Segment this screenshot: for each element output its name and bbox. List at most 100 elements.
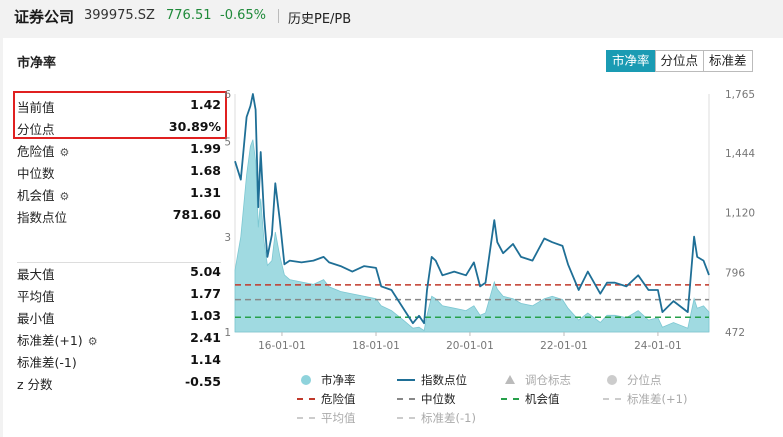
stat-label: 指数点位 — [17, 210, 68, 225]
stat-label: 标准差(+1) ⚙ — [17, 330, 98, 349]
right-tick-label: 1,765 — [725, 89, 755, 101]
stat-value: 5.04 — [190, 264, 221, 279]
legend-label: 标准差(-1) — [421, 411, 476, 425]
legend-dash-icon — [297, 413, 315, 423]
stat-divider — [17, 262, 221, 263]
legend-dash-icon — [501, 394, 519, 404]
stat-label: 当前值 — [17, 100, 55, 115]
stat-label: 危险值 ⚙ — [17, 141, 69, 160]
stat-current: 当前值 1.42 — [17, 95, 221, 115]
stat-label: 机会值 ⚙ — [17, 185, 69, 204]
left-tick-label: 6 — [224, 89, 231, 101]
stat-label: 平均值 — [17, 289, 55, 304]
legend-label: 危险值 — [321, 392, 356, 406]
stat-max: 最大值 5.04 — [17, 262, 221, 282]
x-tick-label: 20-01-01 — [446, 340, 494, 352]
x-tick-label: 22-01-01 — [540, 340, 588, 352]
stat-value: -0.55 — [184, 374, 221, 389]
stat-std-minus: 标准差(-1) 1.14 — [17, 350, 221, 370]
stat-index: 指数点位 781.60 — [17, 205, 221, 225]
valuation-card: 市净率 市净率 分位点 标准差 当前值 1.42 分位点 30.89% 危险值 ⚙… — [3, 38, 783, 437]
legend-adjust[interactable]: 调仓标志 — [501, 372, 571, 388]
stat-value: 30.89% — [168, 119, 221, 134]
x-tick-label: 16-01-01 — [258, 340, 306, 352]
triangle-icon — [501, 375, 519, 385]
legend-dash-icon — [297, 394, 315, 404]
x-tick-label: 24-01-01 — [634, 340, 682, 352]
stat-median: 中位数 1.68 — [17, 161, 221, 181]
tab-pb[interactable]: 市净率 — [606, 50, 656, 72]
legend-percentile[interactable]: 分位点 — [603, 372, 662, 388]
stat-label-text: 标准差(+1) — [17, 333, 83, 348]
tab-percentile[interactable]: 分位点 — [654, 50, 705, 72]
tab-std[interactable]: 标准差 — [703, 50, 753, 72]
right-tick-label: 472 — [725, 327, 745, 339]
pb-area-series — [234, 139, 710, 333]
index-line-series — [234, 93, 710, 325]
legend-label: 分位点 — [627, 373, 662, 387]
legend-dot-icon — [297, 375, 315, 385]
right-tick-label: 1,444 — [725, 148, 755, 160]
stat-label: 最大值 — [17, 267, 55, 282]
legend-pb[interactable]: 市净率 — [297, 372, 356, 388]
stat-value: 1.14 — [190, 352, 221, 367]
left-tick-label: 5 — [224, 137, 231, 149]
legend-std-minus[interactable]: 标准差(-1) — [397, 410, 476, 426]
index-code: 399975.SZ — [84, 8, 155, 23]
legend-label: 市净率 — [321, 373, 356, 387]
metric-tabs: 市净率 分位点 标准差 — [606, 50, 753, 72]
stat-value: 2.41 — [190, 330, 221, 345]
legend-chance[interactable]: 机会值 — [501, 391, 560, 407]
stat-label-text: 危险值 — [17, 144, 55, 159]
stat-value: 1.99 — [190, 141, 221, 156]
stat-label: z 分数 — [17, 377, 53, 392]
legend-index[interactable]: 指数点位 — [397, 372, 467, 388]
legend-dot-icon — [603, 375, 621, 385]
right-tick-label: 796 — [725, 267, 745, 279]
legend-median[interactable]: 中位数 — [397, 391, 456, 407]
stat-value: 781.60 — [172, 207, 221, 222]
gear-icon[interactable]: ⚙ — [59, 146, 70, 159]
stat-value: 1.31 — [190, 185, 221, 200]
stat-avg: 平均值 1.77 — [17, 284, 221, 304]
legend-dash-icon — [603, 394, 621, 404]
x-tick-label: 18-01-01 — [352, 340, 400, 352]
left-tick-label: 1 — [224, 327, 231, 339]
stat-value: 1.77 — [190, 286, 221, 301]
stat-percentile: 分位点 30.89% — [17, 117, 221, 137]
legend-label: 中位数 — [421, 392, 456, 406]
stat-min: 最小值 1.03 — [17, 306, 221, 326]
stat-std-plus: 标准差(+1) ⚙ 2.41 — [17, 328, 221, 348]
pb-chart[interactable]: 1 3 5 6 472 796 1,120 1,444 1,765 16-01-01 18-01-0… — [3, 38, 783, 437]
legend-label: 平均值 — [321, 411, 356, 425]
history-pe-pb-link[interactable]: 历史PE/PB — [288, 12, 352, 27]
legend-dash-icon — [397, 413, 415, 423]
page-header: 证券公司 399975.SZ 776.51 -0.65% 历史PE/PB — [0, 0, 783, 30]
legend-avg[interactable]: 平均值 — [297, 410, 356, 426]
stat-value: 1.42 — [190, 97, 221, 112]
stat-zscore: z 分数 -0.55 — [17, 372, 221, 392]
stat-label: 分位点 — [17, 122, 55, 137]
stat-label: 标准差(-1) — [17, 355, 77, 370]
stat-value: 1.03 — [190, 308, 221, 323]
stat-label: 最小值 — [17, 311, 55, 326]
legend-std-plus[interactable]: 标准差(+1) — [603, 391, 687, 407]
stat-chance: 机会值 ⚙ 1.31 — [17, 183, 221, 203]
highlight-box — [13, 91, 227, 139]
legend-label: 机会值 — [525, 392, 560, 406]
card-title: 市净率 — [17, 56, 57, 71]
stat-label-text: 机会值 — [17, 188, 55, 203]
stat-label: 中位数 — [17, 166, 55, 181]
header-divider — [278, 9, 279, 23]
legend-danger[interactable]: 危险值 — [297, 391, 356, 407]
left-tick-label: 3 — [224, 232, 231, 244]
gear-icon[interactable]: ⚙ — [59, 190, 70, 203]
legend-label: 指数点位 — [421, 373, 467, 387]
stat-danger: 危险值 ⚙ 1.99 — [17, 139, 221, 159]
stat-value: 1.68 — [190, 163, 221, 178]
legend-line-icon — [397, 375, 415, 385]
index-change: -0.65% — [220, 8, 266, 23]
legend-dash-icon — [397, 394, 415, 404]
gear-icon[interactable]: ⚙ — [87, 335, 98, 348]
legend-label: 调仓标志 — [525, 373, 571, 387]
